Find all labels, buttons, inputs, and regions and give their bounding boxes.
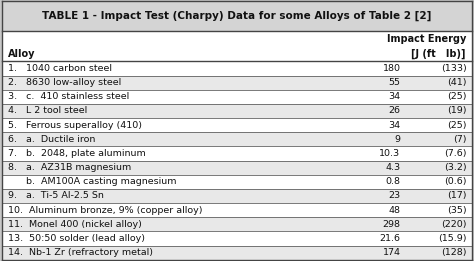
Text: (17): (17) bbox=[447, 191, 467, 200]
Text: 34: 34 bbox=[388, 121, 401, 130]
Text: TABLE 1 - Impact Test (Charpy) Data for some Alloys of Table 2 [2]: TABLE 1 - Impact Test (Charpy) Data for … bbox=[42, 11, 432, 21]
Text: 13.  50:50 solder (lead alloy): 13. 50:50 solder (lead alloy) bbox=[8, 234, 145, 243]
Text: (3.2): (3.2) bbox=[444, 163, 467, 172]
Text: 23: 23 bbox=[388, 191, 401, 200]
Bar bbox=[2, 161, 472, 175]
Bar bbox=[2, 217, 472, 231]
Text: 298: 298 bbox=[383, 220, 401, 229]
Text: (0.6): (0.6) bbox=[445, 177, 467, 186]
Bar bbox=[2, 31, 472, 61]
Bar bbox=[2, 231, 472, 246]
Bar bbox=[2, 189, 472, 203]
Bar bbox=[2, 90, 472, 104]
Text: (41): (41) bbox=[447, 78, 467, 87]
Text: 26: 26 bbox=[389, 106, 401, 115]
Text: b.  AM100A casting magnesium: b. AM100A casting magnesium bbox=[8, 177, 176, 186]
Text: 2.   8630 low-alloy steel: 2. 8630 low-alloy steel bbox=[8, 78, 121, 87]
Text: 9.   a.  Ti-5 Al-2.5 Sn: 9. a. Ti-5 Al-2.5 Sn bbox=[8, 191, 104, 200]
Text: 7.   b.  2048, plate aluminum: 7. b. 2048, plate aluminum bbox=[8, 149, 146, 158]
Text: 4.   L 2 tool steel: 4. L 2 tool steel bbox=[8, 106, 87, 115]
Text: (220): (220) bbox=[441, 220, 467, 229]
Text: (15.9): (15.9) bbox=[438, 234, 467, 243]
Text: Impact Energy: Impact Energy bbox=[387, 34, 466, 44]
Text: 174: 174 bbox=[383, 248, 401, 257]
Bar bbox=[2, 61, 472, 75]
Text: [J (ft   lb)]: [J (ft lb)] bbox=[411, 49, 466, 59]
Text: 180: 180 bbox=[383, 64, 401, 73]
Text: (133): (133) bbox=[441, 64, 467, 73]
Text: 6.   a.  Ductile iron: 6. a. Ductile iron bbox=[8, 135, 95, 144]
Bar bbox=[2, 104, 472, 118]
Bar bbox=[2, 146, 472, 161]
Text: (128): (128) bbox=[441, 248, 467, 257]
Bar bbox=[2, 75, 472, 90]
Text: 21.6: 21.6 bbox=[380, 234, 401, 243]
Text: (19): (19) bbox=[447, 106, 467, 115]
Bar bbox=[2, 175, 472, 189]
Text: 10.3: 10.3 bbox=[379, 149, 401, 158]
Bar bbox=[2, 1, 472, 31]
Text: 10.  Aluminum bronze, 9% (copper alloy): 10. Aluminum bronze, 9% (copper alloy) bbox=[8, 206, 202, 215]
Text: 1.   1040 carbon steel: 1. 1040 carbon steel bbox=[8, 64, 112, 73]
Text: 3.   c.  410 stainless steel: 3. c. 410 stainless steel bbox=[8, 92, 129, 101]
Text: 11.  Monel 400 (nickel alloy): 11. Monel 400 (nickel alloy) bbox=[8, 220, 142, 229]
Bar bbox=[2, 132, 472, 146]
Text: 9: 9 bbox=[394, 135, 401, 144]
Bar bbox=[2, 246, 472, 260]
Text: (7): (7) bbox=[454, 135, 467, 144]
Text: Alloy: Alloy bbox=[8, 49, 36, 59]
Text: 0.8: 0.8 bbox=[385, 177, 401, 186]
Text: 34: 34 bbox=[388, 92, 401, 101]
Text: (7.6): (7.6) bbox=[445, 149, 467, 158]
Bar bbox=[2, 118, 472, 132]
Text: 8.   a.  AZ31B magnesium: 8. a. AZ31B magnesium bbox=[8, 163, 131, 172]
Bar bbox=[2, 203, 472, 217]
Text: (35): (35) bbox=[447, 206, 467, 215]
Text: (25): (25) bbox=[447, 92, 467, 101]
Text: 5.   Ferrous superalloy (410): 5. Ferrous superalloy (410) bbox=[8, 121, 142, 130]
Text: 4.3: 4.3 bbox=[385, 163, 401, 172]
Text: 48: 48 bbox=[389, 206, 401, 215]
Text: 55: 55 bbox=[389, 78, 401, 87]
Text: (25): (25) bbox=[447, 121, 467, 130]
Text: 14.  Nb-1 Zr (refractory metal): 14. Nb-1 Zr (refractory metal) bbox=[8, 248, 153, 257]
